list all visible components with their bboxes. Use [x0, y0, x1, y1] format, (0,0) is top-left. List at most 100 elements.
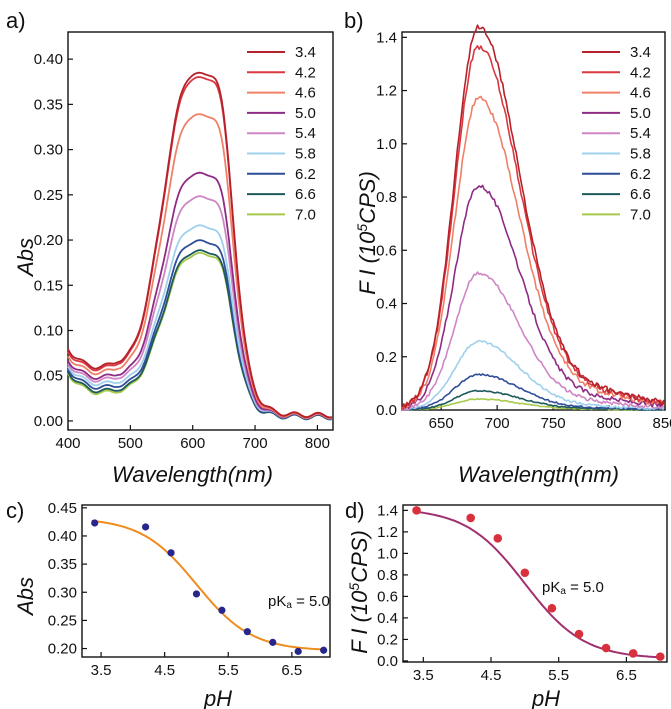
- panel-a-legend-label: 3.4: [295, 44, 316, 61]
- panel-b-legend-label: 6.6: [630, 186, 651, 203]
- panel-a-series-line: [67, 249, 332, 421]
- panel-b-ylabel-tail: CPS): [355, 171, 380, 224]
- panel-d-data-point: [466, 513, 475, 523]
- panel-a-ytick-label: 0.20: [34, 232, 63, 249]
- panel-d-data-point: [574, 629, 584, 639]
- panel-b-legend-label: 4.6: [630, 85, 651, 102]
- panel-b-xtick-label: 750: [541, 415, 566, 432]
- panel-a-legend-label: 5.8: [295, 146, 316, 163]
- panel-a-series-line: [67, 251, 332, 421]
- panel-c-xtick-label: 3.5: [91, 662, 112, 679]
- panel-a-series-line: [67, 239, 332, 421]
- panel-c-annotation-tail: = 5.0: [292, 593, 330, 610]
- panel-b-xtick-label: 650: [429, 415, 454, 432]
- panel-b-series-line: [401, 95, 665, 410]
- panel-b-series-line: [401, 184, 664, 410]
- panel-c-ytick-label: 0.35: [48, 556, 77, 573]
- panel-a-xtick-label: 700: [243, 435, 268, 452]
- panel-c-data-point: [269, 638, 277, 646]
- panel-a-legend-label: 6.6: [295, 186, 316, 203]
- panel-a-legend-label: 6.2: [295, 166, 316, 183]
- panel-c-data-point: [192, 590, 201, 598]
- panel-c-fit-curve: [91, 519, 325, 651]
- panel-c-label: c): [6, 498, 24, 523]
- panel-b-xlabel: Wavelength(nm): [458, 462, 619, 487]
- panel-d-data-point: [412, 506, 421, 515]
- panel-d-ytick-label: 0.4: [377, 610, 398, 627]
- panel-a-legend-label: 5.4: [295, 125, 316, 142]
- panel-b-legend-label: 5.0: [630, 105, 651, 122]
- panel-d-ytick-label: 0.2: [377, 631, 398, 648]
- panel-c-data-point: [294, 647, 302, 655]
- panel-d-label: d): [345, 498, 365, 523]
- panel-a-ytick-label: 0.40: [34, 51, 63, 68]
- panel-c-data-point: [91, 519, 99, 527]
- panel-d-ytick-label: 0.6: [377, 588, 398, 605]
- panel-a-ytick-label: 0.00: [34, 413, 63, 430]
- panel-d-xtick-label: 4.5: [481, 667, 502, 684]
- panel-b-plot-frame: [401, 31, 666, 411]
- panel-d-data-point: [601, 643, 611, 653]
- panel-c-ytick-label: 0.25: [48, 612, 77, 629]
- panel-c-xlabel: pH: [203, 686, 232, 709]
- panel-c-plot-frame: [81, 504, 331, 658]
- panel-d-ytick-label: 1.0: [377, 545, 398, 562]
- panel-c-ytick-label: 0.45: [48, 500, 77, 517]
- panel-b-series-line: [402, 271, 665, 411]
- panel-d-fit-curve: [413, 510, 661, 659]
- panel-a-xtick-label: 600: [180, 435, 205, 452]
- panel-d-data-point: [628, 649, 638, 658]
- panel-d-data-point: [520, 568, 530, 578]
- panel-b-ytick-label: 1.4: [376, 29, 397, 46]
- panel-d-data-point: [493, 534, 503, 543]
- panel-c-xtick-label: 5.5: [218, 662, 239, 679]
- panel-a-legend-label: 4.6: [295, 85, 316, 102]
- panel-a-legend-label: 5.0: [295, 105, 316, 122]
- panel-d-ytick-label: 1.4: [377, 502, 398, 519]
- panel-b-xtick-label: 850: [652, 415, 671, 432]
- panel-b-legend-label: 5.8: [630, 146, 651, 163]
- panel-a: a) 400 500 600 700 800 0.00 0.05 0.10 0.15 0.20 0.…: [6, 8, 334, 487]
- panel-a-xtick-label: 400: [55, 435, 80, 452]
- panel-a-ytick-label: 0.25: [34, 187, 63, 204]
- panel-c-annotation-sub: a: [286, 600, 292, 611]
- panel-b-ytick-label: 0.0: [376, 402, 397, 419]
- panel-c-data-point: [167, 549, 175, 557]
- panel-a-plot-frame: [67, 31, 334, 431]
- panel-d-plot-frame: [402, 504, 668, 663]
- panel-d: d) 3.5 4.5 5.5 6.50.00.20.40.60.81.01.21.4 …: [345, 498, 668, 709]
- panel-c-xtick-label: 4.5: [154, 662, 175, 679]
- panel-b-ytick-label: 0.4: [376, 296, 397, 313]
- panel-b-legend-label: 4.2: [630, 64, 651, 81]
- panel-c-annotation: pKa = 5.0: [268, 593, 330, 611]
- panel-d-ytick-label: 1.2: [377, 524, 398, 541]
- panel-a-ytick-label: 0.10: [34, 323, 63, 340]
- panel-d-xtick-label: 5.5: [548, 667, 569, 684]
- panel-b-ytick-label: 1.2: [376, 83, 397, 100]
- panel-a-label: a): [6, 8, 26, 33]
- panel-d-ytick-label: 0.0: [377, 653, 398, 670]
- panel-a-ytick-label: 0.35: [34, 96, 63, 113]
- panel-d-data-point: [547, 603, 557, 613]
- panel-d-annotation-tail: = 5.0: [566, 579, 604, 596]
- panel-b-series-line: [402, 373, 665, 411]
- panel-b-series-line: [401, 339, 665, 411]
- panel-c-data-point: [243, 628, 251, 636]
- panel-a-legend-label: 7.0: [295, 206, 316, 223]
- panel-b-label: b): [344, 8, 364, 33]
- panel-b-ytick-label: 0.2: [376, 349, 397, 366]
- panel-a-series-line: [67, 71, 332, 419]
- panel-d-xtick-label: 3.5: [413, 667, 434, 684]
- panel-c-data-point: [320, 646, 328, 654]
- panel-b-series-line: [401, 44, 665, 410]
- panel-b-xtick-label: 700: [485, 415, 510, 432]
- panel-a-xtick-label: 800: [305, 435, 330, 452]
- panel-d-xlabel: pH: [531, 686, 560, 709]
- panel-d-ytick-label: 0.8: [377, 567, 398, 584]
- panel-b-legend-label: 7.0: [630, 206, 651, 223]
- panel-d-ylabel-sup: 5: [346, 583, 362, 591]
- panel-a-ytick-label: 0.15: [34, 277, 63, 294]
- panel-c-annotation-main: pK: [268, 593, 286, 610]
- panel-b-ytick-label: 1.0: [376, 136, 397, 153]
